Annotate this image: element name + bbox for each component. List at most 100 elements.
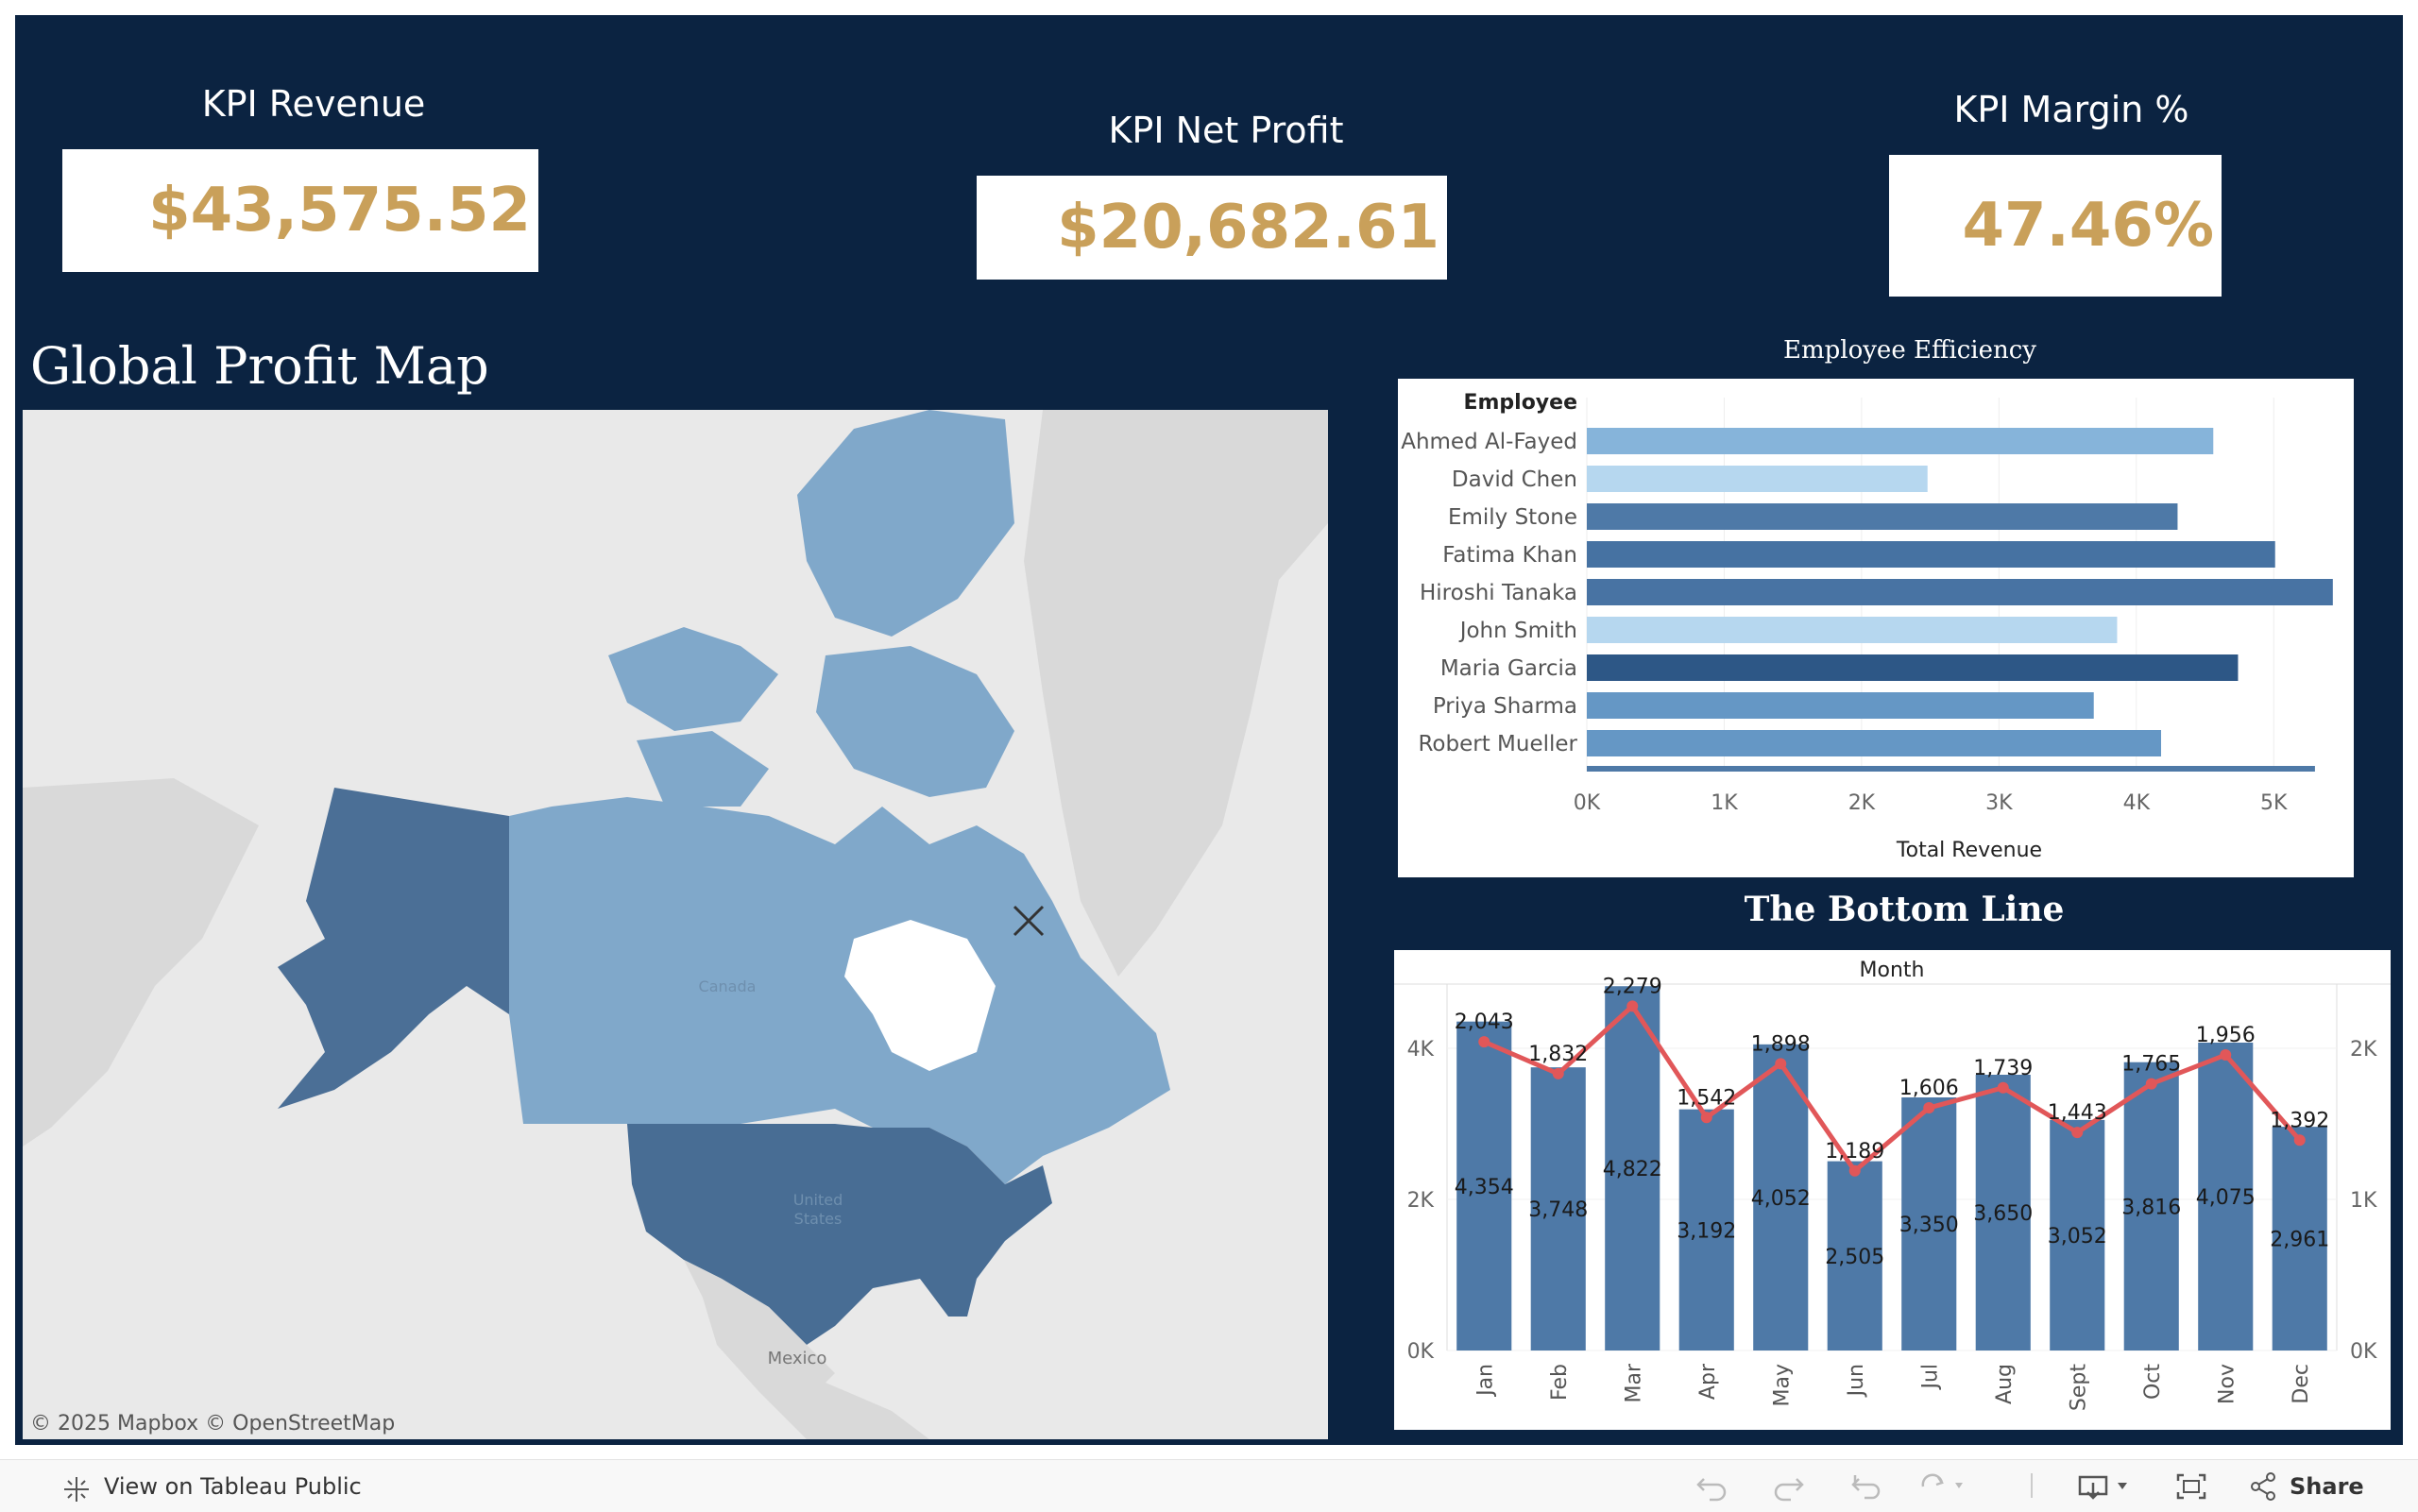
employee-name-label: David Chen (1452, 467, 1577, 492)
revenue-bar-label: 4,075 (2196, 1186, 2256, 1210)
undo-icon[interactable] (1694, 1471, 1728, 1502)
month-tick-label: Jun (1845, 1364, 1868, 1398)
employee-bar[interactable] (1587, 579, 2333, 605)
revenue-bar[interactable] (1530, 1067, 1586, 1351)
share-icon[interactable] (2248, 1471, 2278, 1502)
revenue-bar[interactable] (2050, 1119, 2105, 1351)
employee-name-label: Priya Sharma (1433, 694, 1577, 719)
profit-point-label: 1,739 (1973, 1057, 2033, 1080)
employee-bar[interactable] (1587, 730, 2161, 756)
profit-point[interactable] (2293, 1134, 2306, 1147)
profit-map[interactable]: Canada United States Mexico © 2025 Mapbo… (23, 410, 1328, 1439)
revert-icon[interactable] (1848, 1471, 1882, 1502)
revenue-bar[interactable] (1456, 1021, 1512, 1351)
map-label-us-2: States (794, 1210, 843, 1228)
employee-bar[interactable] (1587, 503, 2178, 530)
employee-name-label: Maria Garcia (1440, 656, 1577, 681)
profit-point-label: 1,392 (2270, 1109, 2329, 1132)
kpi-margin-title: KPI Margin % (1953, 89, 2189, 130)
profit-point[interactable] (1626, 1000, 1639, 1012)
revenue-bar[interactable] (1678, 1109, 1734, 1351)
revenue-bar-label: 3,816 (2121, 1196, 2181, 1219)
central-america-land (703, 1298, 929, 1439)
view-on-tableau-link[interactable]: View on Tableau Public (104, 1473, 362, 1500)
employee-bar[interactable] (1587, 692, 2094, 719)
employee-bar[interactable] (1587, 428, 2214, 454)
month-tick-label: Aug (1993, 1364, 2017, 1404)
bottom-right-tick-label: 2K (2350, 1038, 2377, 1062)
usa-region[interactable] (627, 1124, 1052, 1345)
profit-point[interactable] (1997, 1081, 2009, 1094)
employee-x-tick-label: 4K (2123, 791, 2151, 815)
fullscreen-icon[interactable] (2174, 1471, 2208, 1502)
employee-name-label: Emily Stone (1448, 505, 1577, 530)
map-cursor-x-icon (1013, 905, 1045, 937)
map-credit[interactable]: © 2025 Mapbox © OpenStreetMap (30, 1412, 396, 1436)
baffin-island (816, 646, 1014, 797)
month-tick-label: Oct (2141, 1364, 2165, 1400)
profit-point-label: 1,443 (2048, 1101, 2107, 1125)
employee-bar[interactable] (1587, 541, 2275, 568)
profit-point-label: 1,956 (2196, 1024, 2256, 1047)
revenue-bar[interactable] (1975, 1075, 2031, 1351)
employee-x-tick-label: 2K (1848, 791, 1876, 815)
month-tick-label: May (1770, 1364, 1794, 1406)
revenue-bar-label: 4,822 (1603, 1158, 1662, 1181)
revenue-bar-label: 3,192 (1677, 1219, 1736, 1243)
revenue-bar[interactable] (1605, 986, 1660, 1351)
month-tick-label: Jan (1473, 1364, 1497, 1398)
map-label-us-1: United (793, 1191, 843, 1209)
profit-point[interactable] (1552, 1067, 1564, 1079)
revenue-bar[interactable] (1901, 1097, 1957, 1351)
revenue-bar-label: 2,961 (2270, 1229, 2329, 1252)
revenue-bar[interactable] (2198, 1043, 2254, 1351)
employee-bar[interactable] (1587, 617, 2118, 643)
profit-point[interactable] (2145, 1078, 2157, 1090)
revenue-bar-label: 3,650 (1973, 1202, 2033, 1226)
profit-point[interactable] (2220, 1049, 2232, 1062)
profit-point[interactable] (2071, 1127, 2084, 1139)
bottom-right-tick-label: 1K (2350, 1189, 2377, 1213)
month-tick-label: Nov (2215, 1364, 2239, 1404)
profit-point-label: 2,043 (1455, 1011, 1514, 1034)
employee-efficiency-chart: 0K 1K 2K 3K 4K 5K Employee Ahmed Al-Fayed David … (1398, 379, 2354, 877)
kpi-margin-value: 47.46% (1889, 155, 2222, 297)
revenue-bar-label: 4,354 (1455, 1176, 1514, 1199)
employee-name-label: Fatima Khan (1442, 543, 1577, 568)
hudson-bay-water (844, 920, 996, 1071)
profit-point[interactable] (1700, 1112, 1712, 1124)
revenue-bar-label: 3,748 (1528, 1198, 1588, 1222)
employee-x-tick-label: 3K (1985, 791, 2013, 815)
employee-chart-title: Employee Efficiency (1783, 336, 2036, 365)
bottom-right-tick-label: 0K (2350, 1340, 2377, 1364)
russia-land (23, 778, 259, 1147)
canada-region[interactable] (509, 797, 1170, 1184)
kpi-revenue-value: $43,575.52 (62, 149, 538, 272)
profit-line[interactable] (1483, 1002, 2302, 1175)
profit-point[interactable] (1923, 1102, 1935, 1114)
refresh-icon[interactable] (1917, 1471, 1974, 1502)
alaska-region[interactable] (278, 788, 509, 1109)
profit-point[interactable] (1848, 1164, 1861, 1177)
kpi-net-profit-value: $20,682.61 (977, 176, 1447, 280)
revenue-bar[interactable] (2123, 1062, 2179, 1351)
map-label-canada: Canada (699, 977, 757, 995)
month-tick-label: Sept (2067, 1364, 2090, 1411)
revenue-bar[interactable] (1827, 1161, 1882, 1351)
profit-point[interactable] (1478, 1036, 1490, 1048)
bottom-left-tick-label: 4K (1407, 1038, 1435, 1062)
employee-x-axis-title: Total Revenue (1896, 839, 2042, 862)
revenue-bar[interactable] (1753, 1044, 1809, 1351)
share-button[interactable]: Share (2290, 1473, 2364, 1500)
revenue-bar[interactable] (2272, 1127, 2327, 1351)
employee-bar[interactable] (1587, 466, 1928, 492)
profit-point-label: 1,765 (2121, 1053, 2181, 1077)
redo-icon[interactable] (1772, 1471, 1806, 1502)
month-tick-label: Apr (1696, 1363, 1720, 1400)
footer-divider (2031, 1473, 2033, 1498)
month-tick-label: Feb (1548, 1364, 1572, 1401)
mexico-land (684, 1260, 835, 1402)
profit-point[interactable] (1775, 1058, 1787, 1070)
download-icon[interactable] (2076, 1471, 2137, 1502)
employee-bar[interactable] (1587, 654, 2239, 681)
